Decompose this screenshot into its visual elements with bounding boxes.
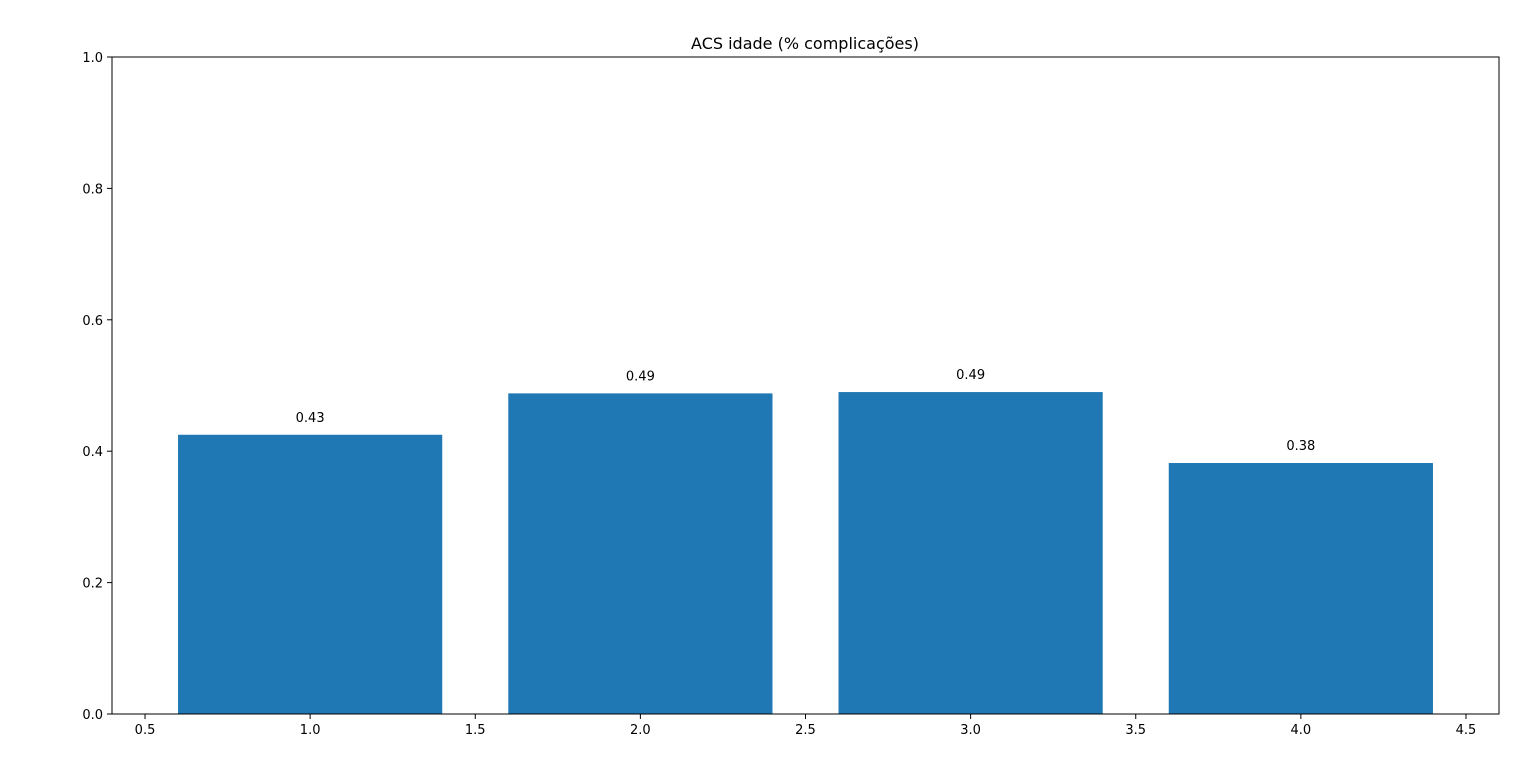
y-tick-label: 0.8 [82,182,103,197]
bar [838,392,1103,714]
bar [508,393,773,714]
x-tick-label: 2.5 [795,723,816,738]
chart-title: ACS idade (% complicações) [691,34,919,53]
x-tick-label: 1.5 [465,723,486,738]
bar-value-label: 0.38 [1286,439,1315,454]
x-axis: 0.5 1.0 1.5 2.0 2.5 3.0 3.5 4.0 4.5 [135,714,1477,738]
bar-value-label: 0.49 [956,368,985,383]
x-tick-label: 1.0 [300,723,321,738]
bar-labels-group: 0.43 0.49 0.49 0.38 [296,368,1316,454]
bar [1168,463,1433,714]
y-tick-label: 0.4 [82,445,103,460]
y-tick-label: 0.0 [82,708,103,723]
x-tick-label: 2.0 [630,723,651,738]
bar [178,434,443,714]
x-tick-label: 4.5 [1456,723,1477,738]
plot-frame [111,56,1500,715]
bar-value-label: 0.43 [296,411,325,426]
y-axis: 0.0 0.2 0.4 0.6 0.8 1.0 [82,51,112,723]
y-tick-label: 1.0 [82,51,103,66]
y-tick-label: 0.2 [82,577,103,592]
y-tick-label: 0.6 [82,314,103,329]
x-tick-label: 0.5 [135,723,156,738]
x-tick-label: 4.0 [1291,723,1312,738]
bar-value-label: 0.49 [626,369,655,384]
x-tick-label: 3.5 [1125,723,1146,738]
x-tick-label: 3.0 [960,723,981,738]
bars-group [178,392,1433,714]
